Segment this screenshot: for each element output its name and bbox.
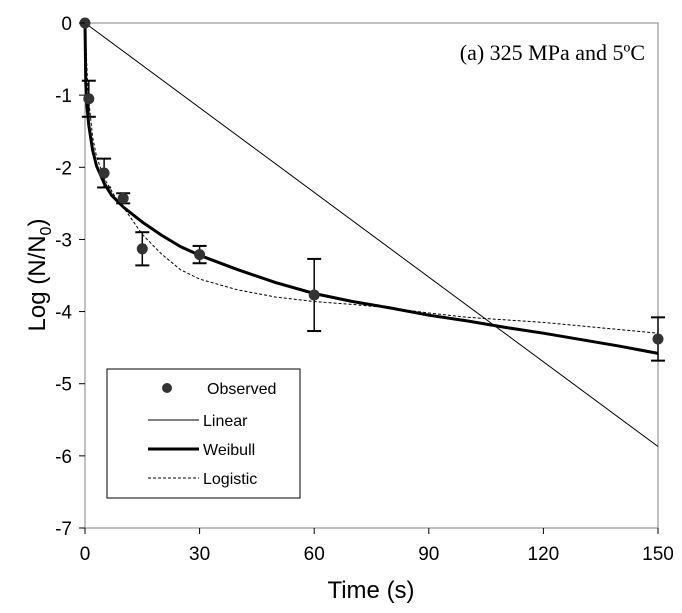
y-axis: 0 -1 -2 -3 -4 -5 -6 -7	[55, 14, 85, 540]
legend-linear-label: Linear	[203, 413, 248, 430]
legend-box	[106, 368, 301, 499]
observed-point	[308, 289, 320, 301]
y-tick-label-2: -2	[55, 158, 72, 179]
x-tick-label-1: 30	[189, 544, 210, 565]
x-axis: 0 30 60 90 120 150	[80, 528, 674, 565]
y-tick-label-3: -3	[55, 230, 72, 251]
annotation-label: (a) 325 MPa and 5ºC	[460, 40, 645, 65]
x-tick-label-0: 0	[80, 544, 91, 565]
x-tick-label-5: 150	[642, 544, 674, 565]
x-tick-label-2: 60	[304, 544, 325, 565]
plot-frame	[84, 22, 659, 529]
x-tick-label-3: 90	[418, 544, 439, 565]
y-tick-label-7: -7	[55, 519, 72, 540]
series-linear-line	[84, 22, 659, 447]
legend-observed-label: Observed	[207, 381, 276, 398]
x-tick-label-4: 120	[528, 544, 560, 565]
y-axis-title: Log (N/N0)	[24, 219, 55, 332]
y-tick-label-5: -5	[55, 375, 72, 396]
y-axis-title-subscript: 0	[38, 226, 55, 235]
observed-point	[194, 249, 206, 261]
observed-point	[117, 192, 129, 204]
series-logistic-line	[84, 22, 659, 334]
legend-weibull-label: Weibull	[203, 442, 255, 459]
y-tick-label-1: -1	[55, 86, 72, 107]
y-axis-title-end: )	[24, 219, 51, 227]
legend: Observed Linear Weibull Logistic	[106, 368, 301, 499]
x-axis-title: Time (s)	[327, 577, 414, 604]
series-weibull-line	[83, 22, 659, 355]
observed-point	[136, 243, 148, 255]
observed-point	[98, 167, 110, 179]
series-layer	[79, 17, 665, 447]
observed-point	[652, 333, 664, 345]
observed-point	[83, 93, 95, 105]
y-tick-label-4: -4	[55, 303, 72, 324]
legend-logistic-label: Logistic	[203, 471, 257, 488]
y-tick-label-0: 0	[61, 14, 72, 35]
y-tick-label-6: -6	[55, 447, 72, 468]
legend-observed-marker	[162, 383, 172, 393]
y-axis-title-main: Log (N/N	[24, 235, 51, 331]
